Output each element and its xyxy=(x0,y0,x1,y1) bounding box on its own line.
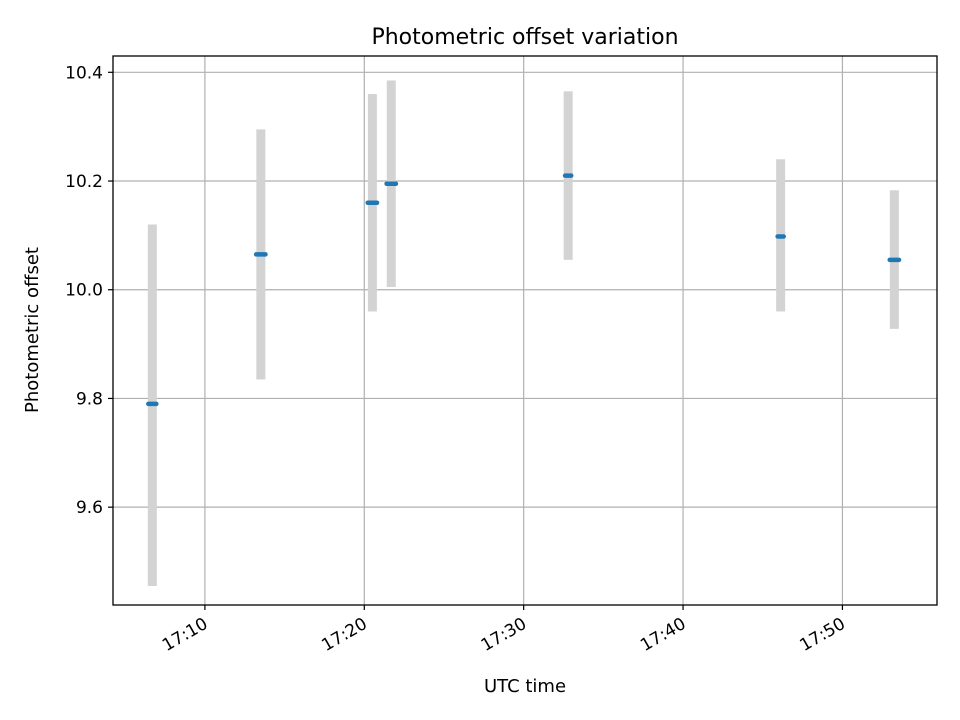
chart-title: Photometric offset variation xyxy=(371,25,678,50)
y-tick-label: 10.2 xyxy=(65,172,103,192)
y-tick-label: 10.0 xyxy=(65,281,103,301)
y-axis-label: Photometric offset xyxy=(22,247,43,413)
y-tick-label: 10.4 xyxy=(65,63,103,83)
x-tick-label: 17:20 xyxy=(318,614,370,656)
x-axis-label: UTC time xyxy=(484,676,566,697)
x-tick-label: 17:50 xyxy=(796,614,848,656)
plot-frame xyxy=(112,55,938,606)
x-tick-label: 17:40 xyxy=(637,614,689,656)
y-tick-label: 9.8 xyxy=(76,389,103,409)
axis-ticks: 17:10 17:20 17:30 17:40 17:50 9.6 9.8 10.0 10.2 1… xyxy=(65,63,849,656)
y-tick-label: 9.6 xyxy=(76,498,103,518)
data-marks xyxy=(146,80,902,586)
x-tick-label: 17:30 xyxy=(478,614,530,656)
x-tick-label: 17:10 xyxy=(159,614,211,656)
grid-lines xyxy=(113,56,937,605)
